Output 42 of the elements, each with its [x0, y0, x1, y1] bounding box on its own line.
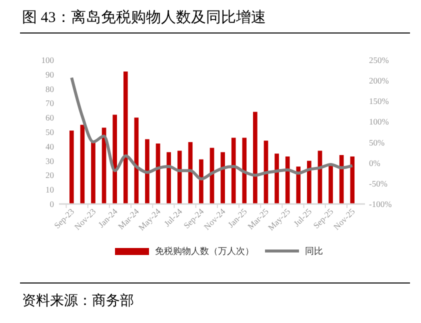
bar: [177, 150, 182, 204]
line-series: [70, 76, 354, 180]
y2-tick-label: 50%: [369, 137, 385, 148]
chart-title: 图 43：离岛免税购物人数及同比增速: [22, 9, 266, 26]
bar: [188, 142, 193, 204]
y-tick-label: 30: [46, 156, 54, 166]
y-tick-label: 80: [46, 84, 54, 94]
y-tick-label: 50: [46, 126, 54, 137]
bar: [242, 138, 247, 204]
bar: [231, 138, 236, 204]
bar: [91, 142, 96, 204]
y-tick-label: 20: [46, 170, 54, 180]
y-tick-label: 60: [46, 112, 54, 123]
y2-tick-label: 250%: [369, 54, 389, 65]
y2-tick-label: 200%: [369, 76, 389, 86]
y-tick-label: 40: [46, 141, 54, 152]
bar: [69, 130, 74, 204]
y-tick-label: 100: [41, 54, 54, 65]
y2-tick-label: 100%: [369, 116, 389, 127]
bar: [307, 160, 312, 204]
bar: [253, 112, 258, 204]
bar: [145, 139, 150, 204]
bar: [199, 159, 204, 204]
y-tick-label: 70: [46, 98, 54, 108]
bar: [166, 152, 171, 204]
bar: [274, 154, 279, 204]
y-tick-label: 90: [46, 69, 54, 80]
bar: [123, 72, 128, 204]
bar: [296, 166, 301, 204]
bar: [112, 114, 117, 204]
bar: [80, 124, 85, 204]
y-tick-label: 10: [46, 184, 54, 195]
legend-label: 免税购物人数（万人次）: [155, 246, 254, 256]
bar: [220, 152, 225, 204]
y2-tick-label: 150%: [369, 96, 389, 106]
bar: [350, 156, 355, 204]
y-tick-label: 0: [50, 198, 54, 209]
y2-tick-label: -100%: [369, 198, 392, 209]
y2-tick-label: -50%: [369, 178, 388, 188]
y2-tick-label: 0%: [369, 158, 380, 168]
legend-label: 同比: [305, 246, 323, 256]
text: 资料来源：商务部: [22, 293, 134, 309]
